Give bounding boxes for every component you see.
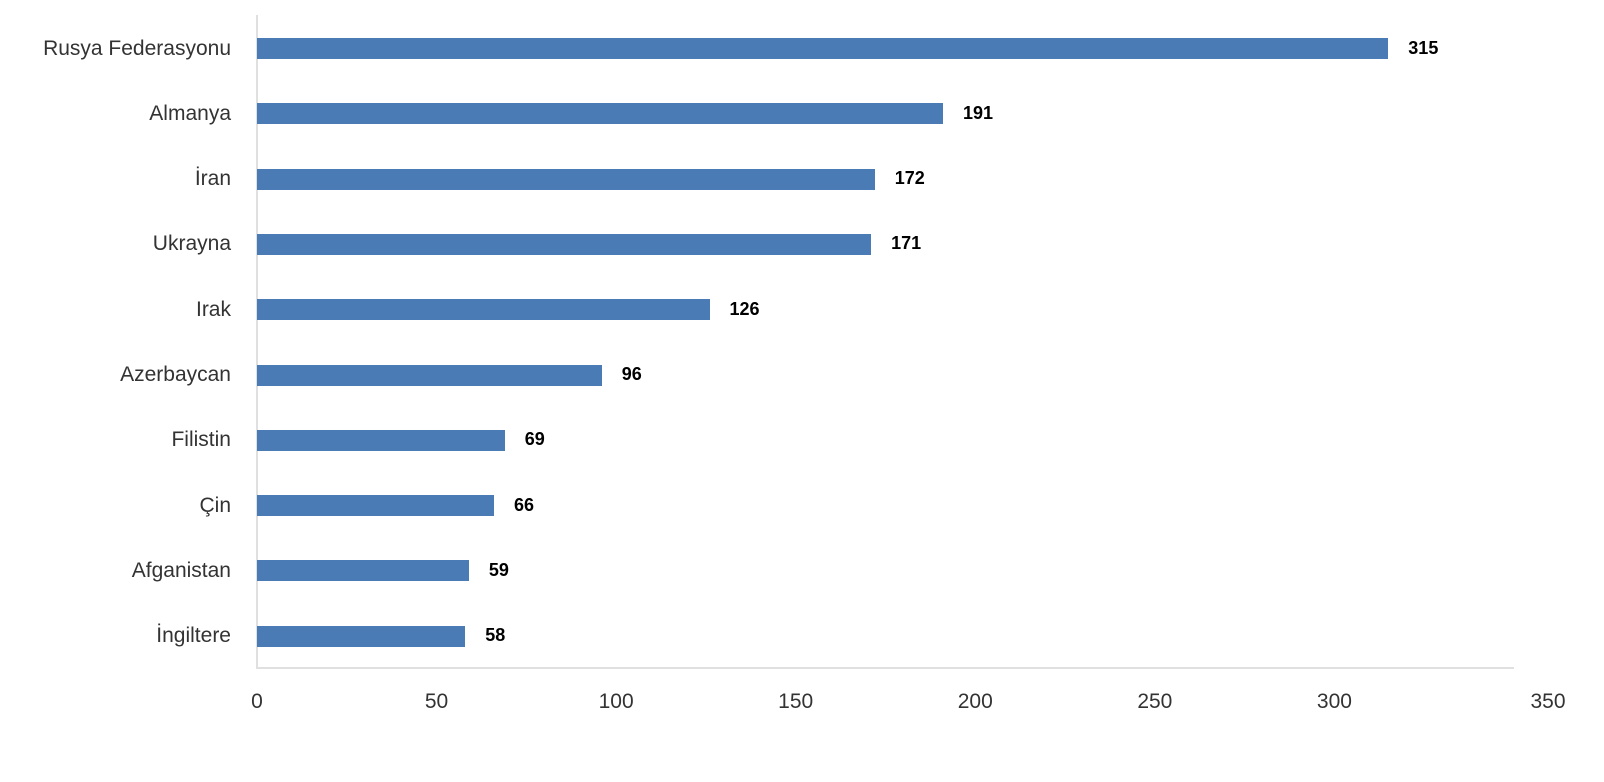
value-label: 126 xyxy=(729,298,760,319)
bar xyxy=(257,233,872,255)
category-label: Çin xyxy=(199,493,231,517)
value-label: 172 xyxy=(894,168,925,189)
bar xyxy=(257,429,505,451)
value-label: 171 xyxy=(891,233,922,254)
bar xyxy=(257,299,710,321)
category-label: Filistin xyxy=(171,428,231,452)
x-tick-label: 100 xyxy=(598,690,634,713)
value-label: 66 xyxy=(514,494,535,515)
x-tick-label: 200 xyxy=(957,690,993,713)
x-tick-label: 150 xyxy=(778,690,814,713)
value-label: 59 xyxy=(488,559,509,580)
bar xyxy=(257,168,875,190)
x-tick-label: 350 xyxy=(1530,690,1566,713)
bar xyxy=(257,103,943,125)
value-label: 58 xyxy=(485,625,506,646)
category-label: İran xyxy=(194,167,231,191)
category-label: Irak xyxy=(195,297,231,321)
bar xyxy=(257,495,495,517)
x-axis-line xyxy=(256,667,1514,669)
category-label: Azerbaycan xyxy=(120,363,231,386)
y-axis-line xyxy=(256,15,258,668)
x-tick-label: 0 xyxy=(251,690,263,713)
category-label: Almanya xyxy=(149,101,231,125)
value-label: 96 xyxy=(621,364,642,384)
bar xyxy=(257,38,1389,59)
bar xyxy=(257,364,602,386)
category-label: Ukrayna xyxy=(152,232,231,256)
category-label: Rusya Federasyonu xyxy=(43,36,231,60)
value-label: 315 xyxy=(1408,37,1439,58)
bar xyxy=(257,560,469,582)
x-tick-label: 250 xyxy=(1137,690,1173,713)
bar xyxy=(257,625,466,647)
category-label: Afganistan xyxy=(131,558,231,582)
x-tick-label: 50 xyxy=(424,690,449,713)
x-tick-label: 300 xyxy=(1316,690,1352,713)
category-label: İngiltere xyxy=(156,624,231,648)
value-label: 191 xyxy=(962,102,993,123)
value-label: 69 xyxy=(524,429,545,450)
